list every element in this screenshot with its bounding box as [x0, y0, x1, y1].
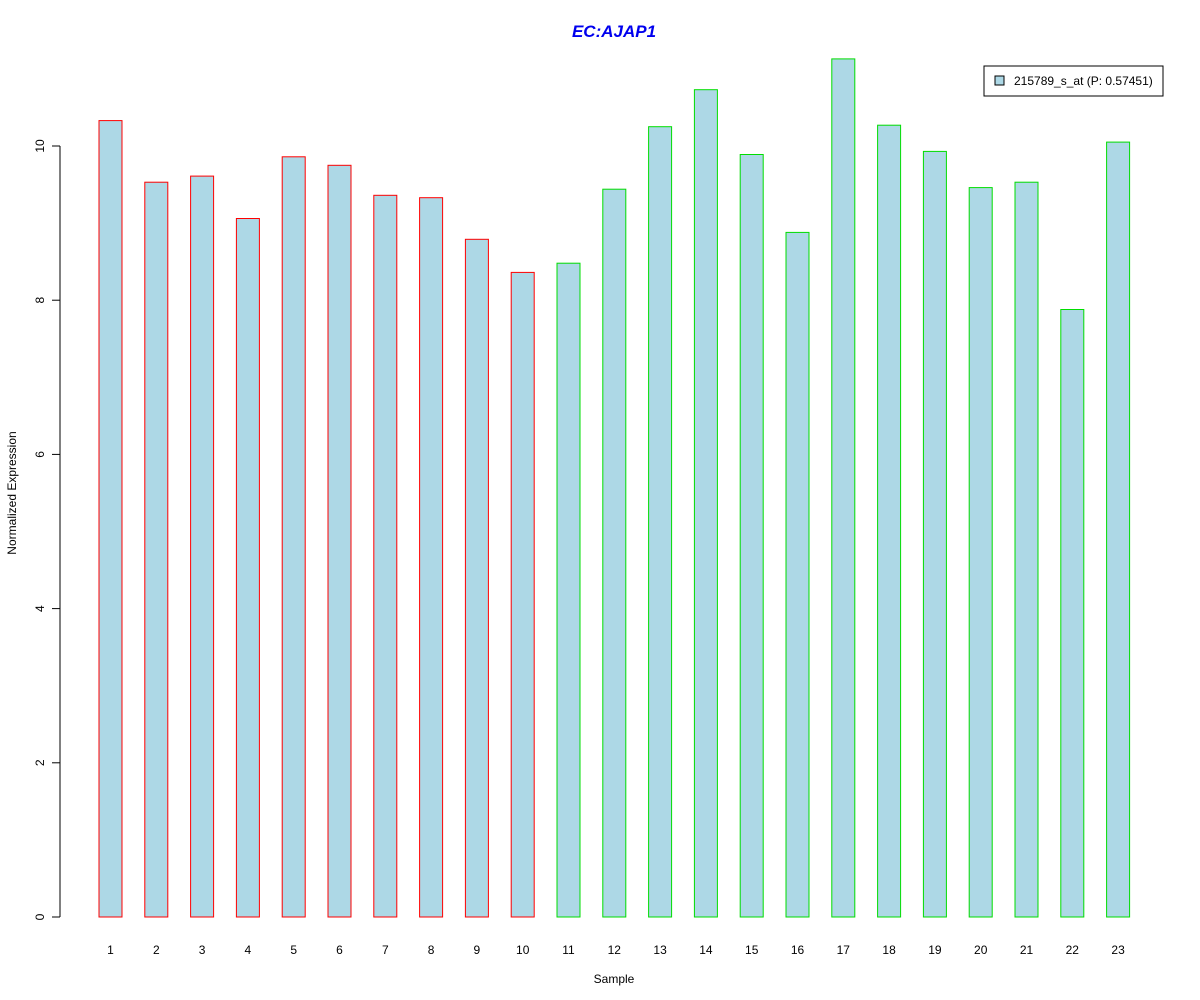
bar	[510, 271, 535, 918]
x-tick-label: 13	[653, 943, 667, 957]
x-tick-label: 14	[699, 943, 713, 957]
x-tick-label: 2	[153, 943, 160, 957]
chart-title: EC:AJAP1	[572, 22, 656, 41]
bar	[556, 262, 581, 918]
y-tick-label: 6	[33, 451, 47, 458]
x-tick-label: 22	[1066, 943, 1080, 957]
bar	[1014, 181, 1039, 918]
y-axis: 0 2 4 6 8 10	[33, 139, 61, 920]
y-tick-label: 0	[33, 913, 47, 920]
x-tick-label: 8	[428, 943, 435, 957]
bar	[648, 126, 673, 918]
y-tick-label: 2	[33, 759, 47, 766]
bar	[144, 181, 169, 918]
x-tick-label: 19	[928, 943, 942, 957]
bar	[190, 175, 215, 918]
x-tick-label: 1	[107, 943, 114, 957]
x-tick-label: 15	[745, 943, 759, 957]
bar	[1106, 141, 1131, 918]
x-tick-label: 16	[791, 943, 805, 957]
bar	[281, 156, 306, 918]
y-tick-label: 10	[33, 139, 47, 153]
bar	[327, 164, 352, 918]
legend-label: 215789_s_at (P: 0.57451)	[1014, 74, 1153, 88]
x-tick-label: 11	[562, 943, 575, 957]
bar	[922, 150, 947, 918]
legend-box	[983, 65, 1164, 97]
x-tick-label: 23	[1111, 943, 1125, 957]
x-tick-label: 6	[336, 943, 343, 957]
x-tick-label: 7	[382, 943, 389, 957]
x-axis-label: Sample	[594, 972, 635, 986]
x-tick-label: 4	[245, 943, 252, 957]
x-tick-label: 17	[837, 943, 851, 957]
bar	[968, 187, 993, 918]
bar	[464, 238, 489, 918]
x-tick-labels: 1 2 3 4 5 6 7 8 9 10 11 12 13 14 15 16 17 18 19 20 21 22 23	[107, 943, 1125, 957]
bar	[235, 218, 260, 918]
x-tick-label: 18	[882, 943, 896, 957]
bar	[877, 124, 902, 918]
y-tick-label: 8	[33, 297, 47, 304]
y-tick-label: 4	[33, 605, 47, 612]
x-tick-label: 20	[974, 943, 988, 957]
x-tick-label: 5	[290, 943, 297, 957]
bars	[98, 58, 1131, 918]
legend: 215789_s_at (P: 0.57451)	[983, 65, 1164, 97]
x-tick-label: 3	[199, 943, 206, 957]
bar	[693, 89, 718, 918]
bar	[373, 194, 398, 918]
x-tick-label: 10	[516, 943, 530, 957]
bar	[602, 188, 627, 918]
bar	[98, 120, 123, 918]
bar	[1060, 309, 1085, 918]
bar	[419, 197, 444, 918]
bar	[831, 58, 856, 918]
x-tick-label: 12	[608, 943, 622, 957]
x-tick-label: 9	[474, 943, 481, 957]
bar	[785, 231, 810, 918]
y-axis-label: Normalized Expression	[5, 431, 19, 554]
bar	[739, 154, 764, 918]
x-tick-label: 21	[1020, 943, 1034, 957]
legend-swatch	[994, 75, 1005, 86]
